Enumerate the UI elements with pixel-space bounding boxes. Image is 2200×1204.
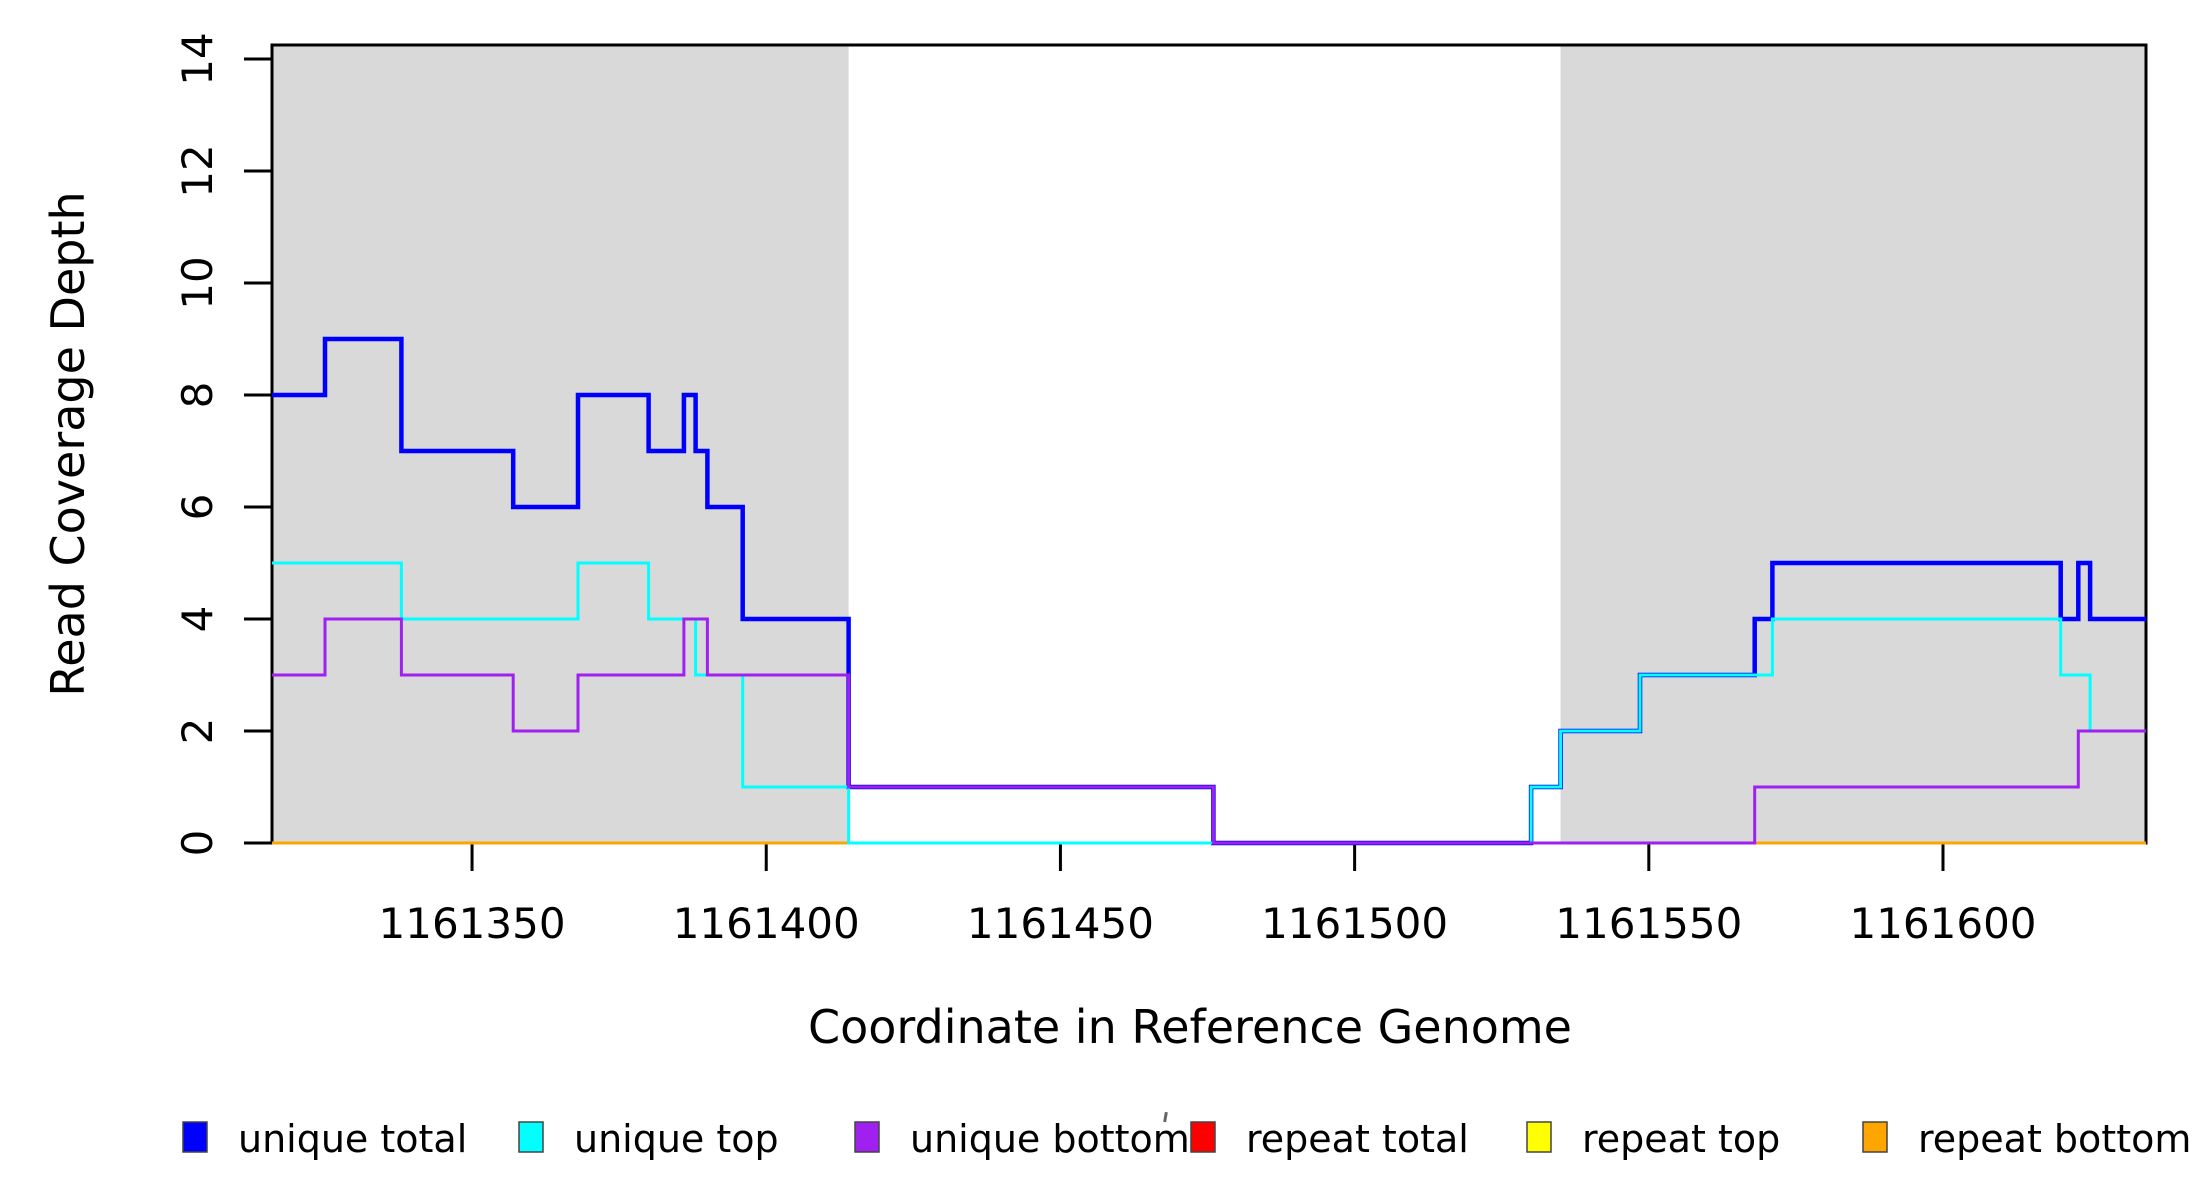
legend-label-unique-bottom: unique bottom — [910, 1117, 1190, 1161]
legend-swatch-repeat-total — [1190, 1121, 1216, 1153]
legend-label-repeat-bottom: repeat bottom — [1918, 1117, 2191, 1161]
legend: unique total unique top unique bottom repea… — [182, 1117, 2191, 1161]
y-axis-title: Read Coverage Depth — [41, 191, 95, 696]
legend-label-repeat-top: repeat top — [1582, 1117, 1780, 1161]
x-axis: 1161350 1161400 1161450 1161500 1161550 11616… — [379, 843, 2037, 948]
x-tick-label: 1161400 — [673, 899, 860, 948]
legend-label-repeat-total: repeat total — [1246, 1117, 1469, 1161]
y-tick-label: 12 — [173, 144, 222, 197]
stray-mark — [1163, 1111, 1168, 1123]
x-tick-label: 1161600 — [1849, 899, 2036, 948]
legend-label-unique-top: unique top — [574, 1117, 779, 1161]
y-tick-label: 2 — [173, 718, 222, 745]
series-line-unique-bottom — [272, 617, 2146, 845]
y-tick-label: 4 — [173, 606, 222, 633]
y-tick-label: 6 — [173, 494, 222, 521]
legend-swatch-repeat-bottom — [1862, 1121, 1888, 1153]
x-axis-title: Coordinate in Reference Genome — [808, 1000, 1572, 1054]
legend-swatch-repeat-top — [1526, 1121, 1552, 1153]
y-tick-label: 10 — [173, 256, 222, 309]
y-axis: 0 2 4 6 8 10 12 14 — [173, 32, 272, 856]
legend-swatch-unique-total — [182, 1121, 208, 1153]
shaded-bands — [272, 45, 2146, 843]
legend-label-unique-total: unique total — [238, 1117, 467, 1161]
x-tick-label: 1161500 — [1261, 899, 1448, 948]
y-tick-label: 0 — [173, 830, 222, 857]
series-lines — [272, 336, 2146, 846]
y-tick-label: 14 — [173, 32, 222, 85]
legend-swatch-unique-top — [518, 1121, 544, 1153]
y-tick-label: 8 — [173, 382, 222, 409]
series-line-unique-top — [272, 561, 2146, 845]
shaded-band-1 — [1560, 45, 2146, 843]
x-tick-label: 1161450 — [967, 899, 1154, 948]
x-tick-label: 1161550 — [1555, 899, 1742, 948]
shaded-band-0 — [272, 45, 849, 843]
legend-swatch-unique-bottom — [854, 1121, 880, 1153]
x-tick-label: 1161350 — [379, 899, 566, 948]
